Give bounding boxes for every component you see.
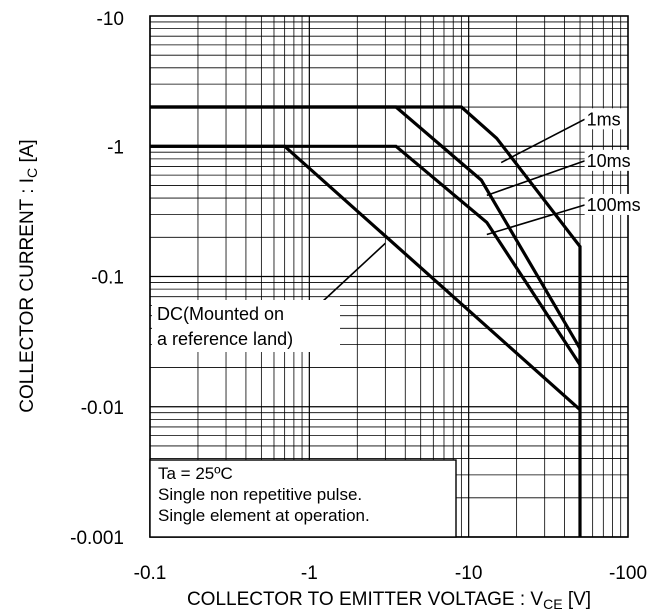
dc-label-box: DC(Mounted on a reference land): [152, 300, 340, 352]
dc-label-bg: [152, 300, 340, 352]
x-tick-label: -1: [301, 563, 318, 584]
x-tick-label: -10: [455, 563, 482, 584]
y-tick-label: -10: [97, 9, 124, 30]
y-axis-label: COLLECTOR CURRENT : IC [A]: [17, 139, 40, 412]
series-leader-line: [486, 204, 585, 236]
dc-leader-line: [321, 242, 386, 303]
note-line: Single element at operation.: [158, 506, 370, 525]
series-leader-line: [500, 118, 585, 164]
y-tick-label: -0.1: [91, 268, 124, 289]
y-tick-label: -0.001: [70, 528, 124, 549]
note-line: Single non repetitive pulse.: [158, 485, 362, 504]
series-label-bg: [584, 193, 646, 215]
series-leader-line: [486, 160, 585, 197]
note-line: Ta = 25ºC: [158, 464, 233, 483]
x-tick-label: -100: [609, 563, 647, 584]
series-layer: [150, 105, 582, 537]
series-label: 100ms: [587, 195, 641, 215]
x-axis-label: COLLECTOR TO EMITTER VOLTAGE : VCE [V]: [187, 589, 591, 612]
x-tick-labels: -0.1 -1 -10 -100: [134, 563, 647, 584]
conditions-note-box: Ta = 25ºC Single non repetitive pulse. Sin…: [149, 459, 457, 538]
series-line-2: [150, 105, 582, 350]
dc-label-line: a reference land): [157, 329, 293, 349]
leader-lines: [321, 118, 585, 303]
y-tick-labels: -10 -1 -0.1 -0.01 -0.001: [70, 9, 124, 549]
x-tick-label: -0.1: [134, 563, 167, 584]
dc-label-line: DC(Mounted on: [157, 304, 284, 324]
series-label-bg: [584, 149, 635, 171]
series-label-bg: [584, 108, 624, 130]
series-label: 10ms: [587, 151, 631, 171]
y-tick-label: -0.01: [81, 398, 124, 419]
y-tick-label: -1: [107, 137, 124, 158]
note-box-frame: [149, 459, 457, 538]
series-line-4: [150, 144, 582, 411]
series-label: 1ms: [587, 109, 621, 129]
series-labels: 1ms 10ms 100ms: [584, 108, 646, 215]
